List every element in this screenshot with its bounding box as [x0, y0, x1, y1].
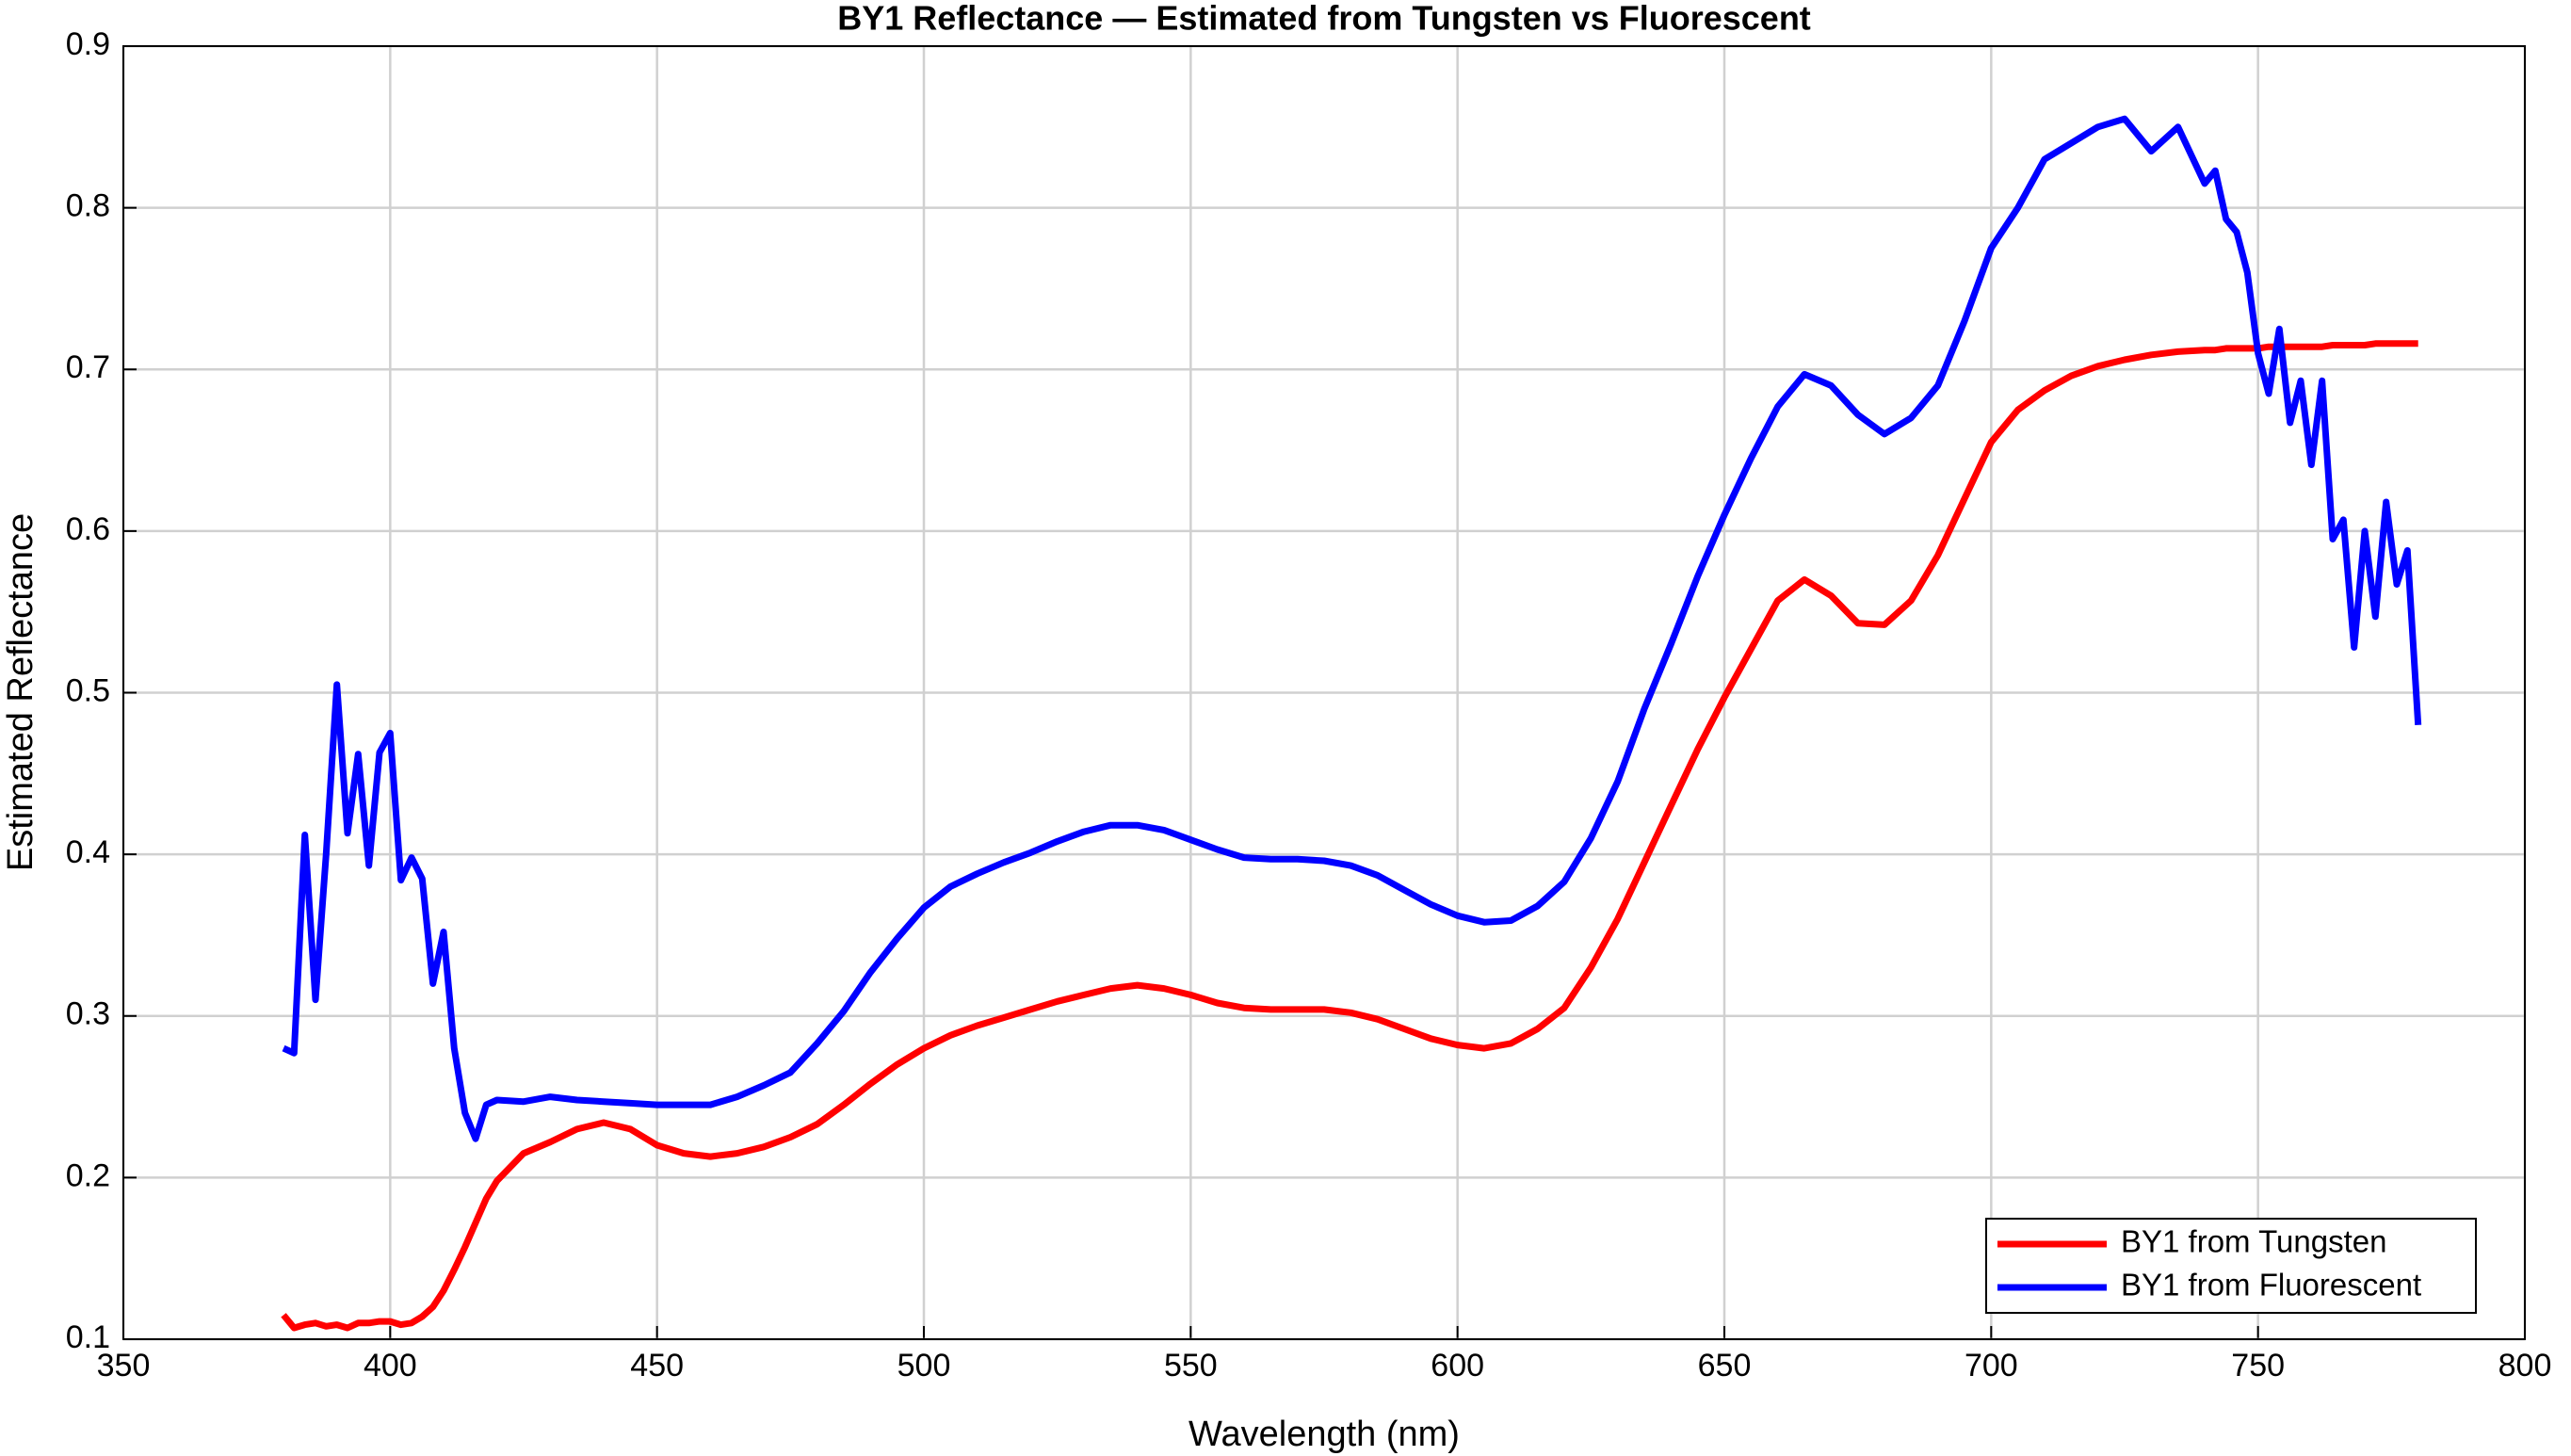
- legend-label: BY1 from Tungsten: [2121, 1224, 2386, 1259]
- x-tick-label: 450: [630, 1348, 684, 1383]
- data-line: [281, 340, 2418, 1332]
- plot-frame: [122, 45, 2526, 1340]
- y-tick-label: 0.2: [66, 1157, 110, 1193]
- y-tick-label: 0.1: [66, 1319, 110, 1355]
- x-tick-label: 800: [2498, 1348, 2552, 1383]
- y-tick-label: 0.9: [66, 26, 110, 62]
- x-tick-label: 650: [1698, 1348, 1752, 1383]
- y-tick-label: 0.6: [66, 511, 110, 547]
- y-axis-label: Estimated Reflectance: [1, 513, 40, 871]
- x-tick-label: 750: [2231, 1348, 2285, 1383]
- y-tick-label: 0.7: [66, 349, 110, 385]
- y-tick-label: 0.4: [66, 834, 110, 870]
- legend-label: BY1 from Fluorescent: [2121, 1268, 2421, 1302]
- y-tick-label: 0.3: [66, 996, 110, 1032]
- x-axis-label: Wavelength (nm): [1188, 1415, 1460, 1454]
- x-tick-label: 400: [364, 1348, 417, 1383]
- y-tick-label: 0.8: [66, 188, 110, 224]
- legend-box: [1985, 1218, 2477, 1314]
- x-tick-label: 550: [1164, 1348, 1218, 1383]
- x-tick-label: 500: [897, 1348, 951, 1383]
- chart-title: BY1 Reflectance — Estimated from Tungste…: [837, 0, 1811, 38]
- x-tick-label: 700: [1965, 1348, 2018, 1383]
- data-line: [282, 115, 2422, 1142]
- x-tick-label: 600: [1431, 1348, 1484, 1383]
- y-tick-label: 0.5: [66, 672, 110, 708]
- x-tick-label: 350: [97, 1348, 151, 1383]
